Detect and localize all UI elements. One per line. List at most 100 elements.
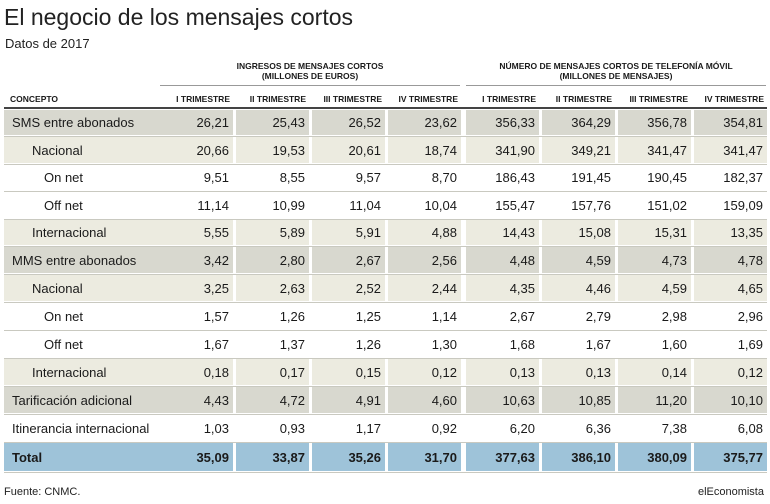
table-cell: 26,21 <box>196 115 229 130</box>
table-cell: 11,20 <box>655 392 687 408</box>
table-cell: 0,13 <box>509 364 535 380</box>
table-cell: 0,13 <box>585 364 611 380</box>
table-cell: 0,17 <box>279 364 305 380</box>
column-header: II TRIMESTRE <box>555 94 612 104</box>
column-header: I TRIMESTRE <box>482 94 536 104</box>
table-cell: 0,15 <box>355 364 381 380</box>
table-cell: 1,60 <box>661 336 687 352</box>
table-cell: 1,26 <box>355 336 381 352</box>
table-cell: 0,18 <box>203 364 229 380</box>
table-cell: 4,59 <box>661 280 687 296</box>
table-row: On net 1,57 1,26 1,25 1,14 2,67 2,79 2,98 2,96 <box>4 302 767 330</box>
column-header: II TRIMESTRE <box>249 94 306 104</box>
table-cell: 2,52 <box>355 280 381 296</box>
table-cell: 11,04 <box>349 197 381 213</box>
table-cell: 4,91 <box>355 392 381 408</box>
table-cell: 182,37 <box>723 170 763 185</box>
table-cell: 186,43 <box>495 170 535 185</box>
table-cell: 386,10 <box>571 449 611 465</box>
table-cell: 10,63 <box>502 392 535 408</box>
table-row: On net 9,51 8,55 9,57 8,70 186,43 191,45 190,45… <box>4 164 767 191</box>
table-cell: 15,08 <box>578 225 611 240</box>
table-row: Itinerancia internacional 1,03 0,93 1,17 0,9… <box>4 414 767 442</box>
table-cell: 377,63 <box>495 449 535 465</box>
table-cell: 2,98 <box>661 308 687 324</box>
row-label: Off net <box>44 336 83 352</box>
row-label: Tarificación adicional <box>12 392 132 408</box>
table-cell: 1,37 <box>279 336 305 352</box>
table-cell: 23,62 <box>424 115 457 130</box>
row-label: SMS entre abonados <box>12 115 135 130</box>
table-cell: 1,03 <box>203 420 229 436</box>
row-label: Internacional <box>32 364 107 380</box>
table-cell: 0,12 <box>431 364 457 380</box>
table-cell: 2,63 <box>279 280 305 296</box>
row-label: Nacional <box>32 280 83 296</box>
table-cell: 5,91 <box>355 225 381 240</box>
table-row: Off net 1,67 1,37 1,26 1,30 1,68 1,67 1,60 1,69 <box>4 330 767 358</box>
table-cell: 349,21 <box>571 142 611 158</box>
table-cell: 4,59 <box>585 252 611 268</box>
table-cell: 9,57 <box>355 170 381 185</box>
table-cell: 0,92 <box>431 420 457 436</box>
row-label: Internacional <box>32 225 107 240</box>
table-row: Off net 11,14 10,99 11,04 10,04 155,47 157,76 1… <box>4 191 767 219</box>
table-cell: 1,67 <box>585 336 611 352</box>
column-header: I TRIMESTRE <box>176 94 230 104</box>
table-cell: 18,74 <box>424 142 457 158</box>
column-header: IV TRIMESTRE <box>398 94 458 104</box>
table-cell: 9,51 <box>203 170 229 185</box>
table-row: Nacional 20,66 19,53 20,61 18,74 341,90 349,21… <box>4 136 767 164</box>
table-cell: 10,85 <box>578 392 611 408</box>
row-label: Off net <box>44 197 83 213</box>
table-cell: 8,70 <box>431 170 457 185</box>
row-label: MMS entre abonados <box>12 252 137 268</box>
table-cell: 4,48 <box>509 252 535 268</box>
row-label: On net <box>44 308 84 324</box>
concept-header: CONCEPTO <box>10 94 59 104</box>
table-cell: 1,30 <box>431 336 457 352</box>
table-row: Internacional 5,55 5,89 5,91 4,88 14,43 15,08 1… <box>4 219 767 246</box>
table-cell: 0,93 <box>279 420 305 436</box>
table-cell: 1,17 <box>355 420 381 436</box>
table-cell: 6,20 <box>509 420 535 436</box>
table-row: MMS entre abonados 3,42 2,80 2,67 2,56 4,48 4,… <box>4 246 767 274</box>
row-label: Itinerancia internacional <box>12 420 150 436</box>
table-cell: 1,69 <box>737 336 763 352</box>
table-cell: 10,04 <box>424 197 457 213</box>
table-cell: 10,10 <box>730 392 763 408</box>
group-subtitle: (MILLONES DE MENSAJES) <box>559 71 673 81</box>
table-cell: 4,65 <box>737 280 763 296</box>
table-cell: 7,38 <box>661 420 687 436</box>
table-cell: 157,76 <box>571 197 611 213</box>
table-cell: 341,90 <box>495 142 535 158</box>
group-subtitle: (MILLONES DE EUROS) <box>261 71 359 81</box>
table-cell: 2,79 <box>585 308 611 324</box>
row-label: Nacional <box>32 142 83 158</box>
source-note: Fuente: CNMC. <box>4 486 81 498</box>
table-cell: 20,66 <box>196 142 229 158</box>
column-header: III TRIMESTRE <box>629 94 688 104</box>
page-subtitle: Datos de 2017 <box>5 36 90 51</box>
group-header-ingresos: INGRESOS DE MENSAJES CORTOS (MILLONES DE… <box>160 61 460 86</box>
table-cell: 35,09 <box>196 449 229 465</box>
table-cell: 190,45 <box>647 170 687 185</box>
table-row: Tarificación adicional 4,43 4,72 4,91 4,60 10… <box>4 386 767 414</box>
table-cell: 4,43 <box>203 392 229 408</box>
table-cell: 13,35 <box>730 225 763 240</box>
table-cell: 364,29 <box>571 115 611 130</box>
table-cell: 25,43 <box>272 115 305 130</box>
row-label: Total <box>12 449 43 465</box>
table-cell: 2,44 <box>431 280 457 296</box>
table-cell: 159,09 <box>723 197 763 213</box>
brand-logo: elEconomista <box>697 486 764 498</box>
table-cell: 4,73 <box>661 252 687 268</box>
table-row: SMS entre abonados 26,21 25,43 26,52 23,62 35… <box>4 109 767 136</box>
table-cell: 10,99 <box>272 197 305 213</box>
table-cell: 341,47 <box>723 142 763 158</box>
column-header: III TRIMESTRE <box>323 94 382 104</box>
table-cell: 33,87 <box>272 449 305 465</box>
table-row: Total 35,09 33,87 35,26 31,70 377,63 386,10 380… <box>4 442 767 472</box>
table-cell: 4,35 <box>509 280 535 296</box>
table-cell: 1,68 <box>509 336 535 352</box>
